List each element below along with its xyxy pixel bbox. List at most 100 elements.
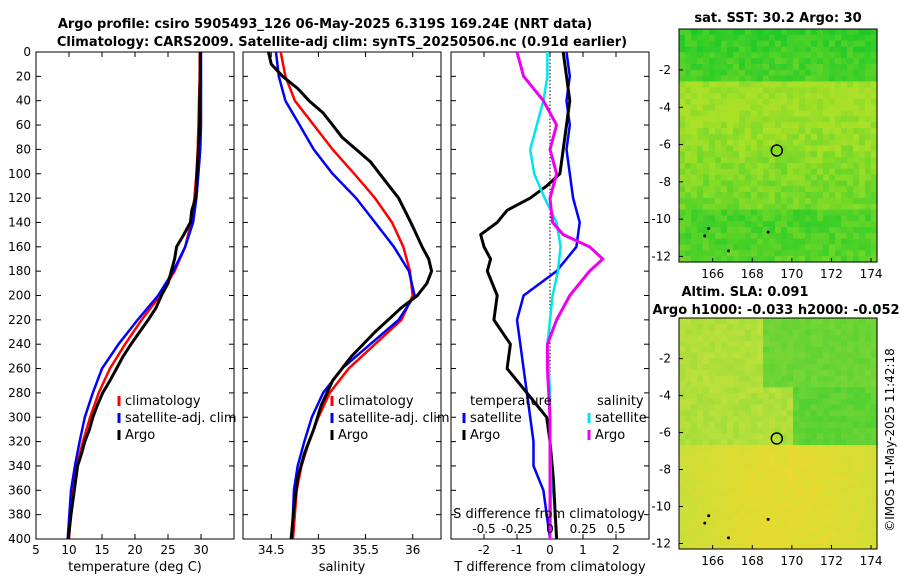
map-cell [823,186,830,193]
map-cell [811,104,818,112]
map-cell [739,485,746,492]
map-cell [853,468,860,475]
map-cell [865,244,872,251]
map-cell [751,46,758,53]
map-cell [739,358,746,365]
map-cell [685,122,692,129]
map-cell [811,514,818,521]
map-cell [859,370,866,377]
map-cell [781,110,788,117]
map-cell [793,250,800,257]
map-cell [709,58,716,65]
map-cell [697,370,704,377]
map-cell [799,209,806,216]
map-cell [721,40,728,47]
map-cell [859,244,866,251]
map-cell [721,221,728,228]
map-cell [751,256,758,263]
map-cell [745,358,752,365]
map-cell [793,393,800,400]
map-cell [745,387,752,394]
map-cell [775,139,782,147]
map-cell [721,209,728,216]
map-cell [709,93,716,100]
map-cell [685,238,692,246]
map-cell [685,387,692,394]
map-cell [823,174,830,181]
map-cell [811,145,818,152]
map-cell [787,462,794,469]
map-cell [817,139,824,147]
map-cell [829,491,836,498]
map-cell [703,46,710,53]
map-cell [793,433,800,440]
map-cell [787,416,794,423]
map-cell [703,104,710,112]
map-cell [709,29,716,36]
map-cell [829,151,836,158]
map-cell [727,29,734,36]
map-cell [817,244,824,251]
map-cell [781,186,788,193]
map-cell [745,40,752,47]
map-cell [721,180,728,187]
map-cell [685,192,692,199]
map-cell [763,174,770,181]
map-cell [841,450,848,458]
map-cell [793,238,800,246]
map-cell [781,410,788,417]
map-cell [727,473,734,481]
map-cell [763,157,770,164]
map-cell [805,468,812,475]
legend-label: satellite [470,411,522,426]
map-cell [697,128,704,135]
map-cell [775,381,782,388]
map-cell [805,139,812,147]
map-cell [841,375,848,383]
map-cell [703,364,710,371]
map-cell [715,427,722,435]
map-cell [679,520,686,527]
map-cell [799,256,806,263]
map-cell [865,335,872,342]
map-cell [805,186,812,193]
map-cell [817,341,824,348]
map-cell [787,256,794,263]
map-cell [763,416,770,423]
map-cell [733,98,740,106]
map-cell [853,416,860,423]
map-cell [781,416,788,423]
map-cell [691,157,698,164]
map-cell [769,46,776,53]
map-cell [841,497,848,504]
map-cell [697,358,704,365]
map-cell [715,209,722,216]
map-cell [769,157,776,164]
map-cell [823,473,830,481]
map-cell [865,502,872,510]
map-cell [859,52,866,59]
map-cell [871,192,878,199]
map-cell [775,151,782,158]
map-cell [847,81,854,88]
map-cell [727,514,734,521]
map-cell [751,203,758,211]
map-cell [805,34,812,42]
map-cell [715,445,722,452]
map-cell [811,157,818,164]
map-cell [853,75,860,82]
map-cell [841,421,848,429]
map-cell [847,387,854,394]
map-cell [685,491,692,498]
map-cell [679,145,686,152]
map-cell [805,227,812,234]
map-cell [865,433,872,440]
map-cell [763,520,770,527]
map-cell [691,110,698,117]
map-cell [817,180,824,187]
map-cell [775,497,782,504]
map-cell [811,323,818,331]
map-cell [835,502,842,510]
map-cell [865,381,872,388]
map-cell [865,497,872,504]
